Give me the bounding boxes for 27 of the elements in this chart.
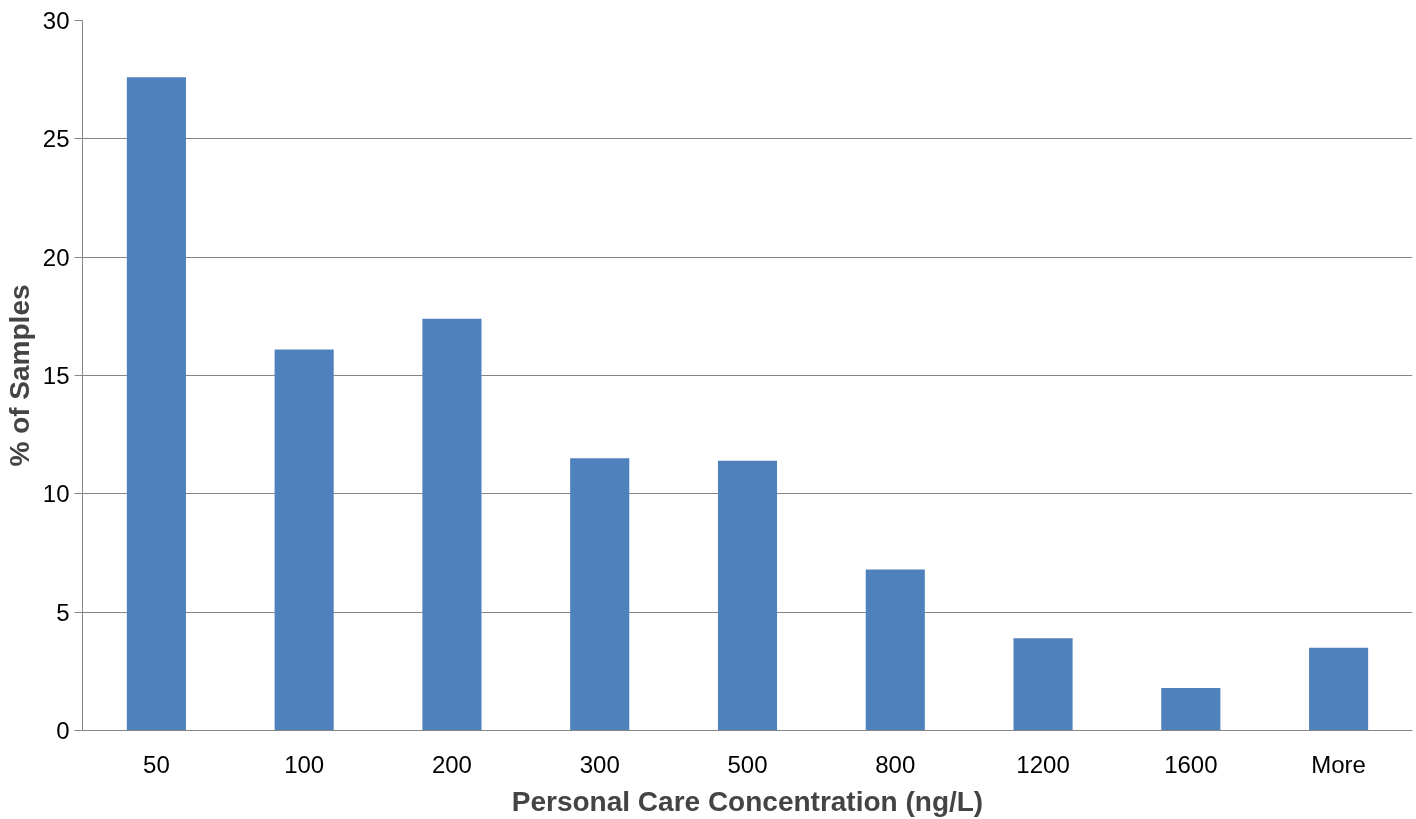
y-tick-label: 30 bbox=[42, 7, 70, 34]
y-tick-label: 15 bbox=[42, 362, 70, 389]
bar bbox=[865, 569, 925, 731]
y-tick-label: 25 bbox=[42, 125, 70, 153]
x-tick-label: More bbox=[1311, 750, 1366, 778]
bar bbox=[422, 318, 482, 731]
y-tick-label: 10 bbox=[42, 480, 70, 508]
x-tick-label: 500 bbox=[727, 750, 768, 778]
bar bbox=[274, 349, 334, 731]
y-tick-label: 5 bbox=[56, 598, 70, 626]
x-tick-label: 200 bbox=[431, 750, 472, 778]
x-tick-label: 300 bbox=[579, 750, 620, 778]
x-axis-title: Personal Care Concentration (ng/L) bbox=[511, 785, 984, 817]
bar bbox=[717, 460, 778, 731]
y-tick-label: 20 bbox=[42, 243, 70, 271]
x-tick-label: 800 bbox=[875, 750, 916, 778]
bar bbox=[1161, 687, 1221, 731]
bar bbox=[570, 458, 630, 731]
x-tick-label: 100 bbox=[284, 750, 325, 778]
bar bbox=[1309, 647, 1369, 731]
y-axis-title: % of Samples bbox=[3, 284, 35, 467]
x-tick-label: 1600 bbox=[1164, 750, 1218, 778]
y-tick-label: 0 bbox=[56, 717, 70, 744]
bar bbox=[126, 77, 186, 731]
bar bbox=[1013, 638, 1073, 731]
x-tick-label: 50 bbox=[143, 750, 170, 778]
x-tick-label: 1200 bbox=[1016, 750, 1070, 778]
